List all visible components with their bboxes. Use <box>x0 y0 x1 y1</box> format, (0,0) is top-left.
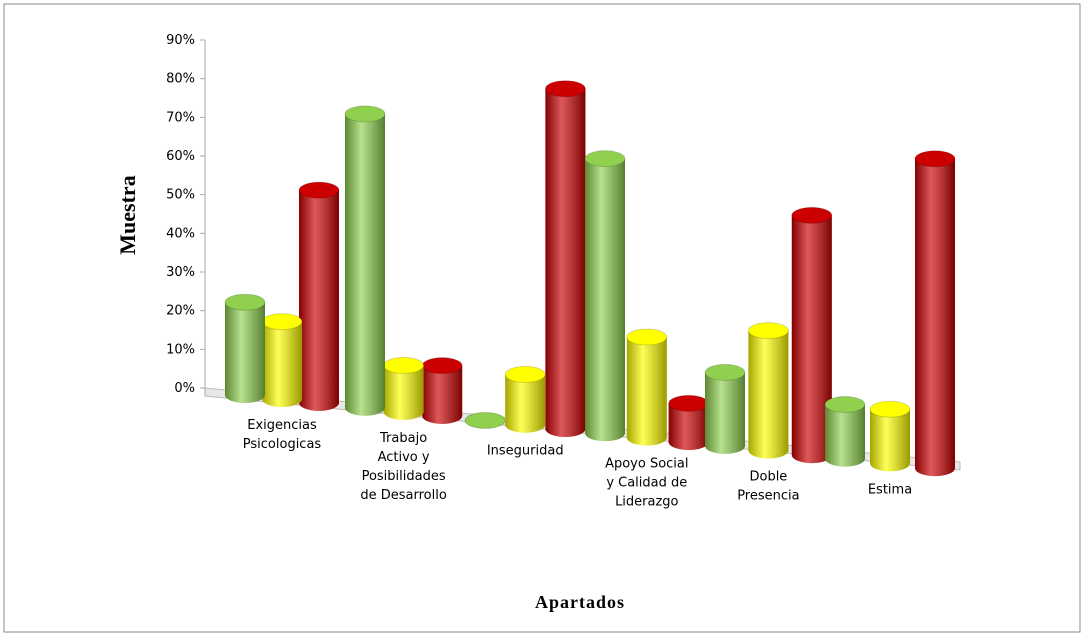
bar-top <box>224 293 266 311</box>
bar <box>824 395 866 467</box>
bar <box>626 328 668 446</box>
bar <box>544 80 586 437</box>
bar-top <box>824 395 866 413</box>
bar-top <box>544 80 586 98</box>
bar-body-shade <box>545 88 586 429</box>
y-tick-label: 50% <box>166 188 195 203</box>
bar <box>704 363 746 454</box>
y-tick-label: 60% <box>166 149 195 164</box>
bar-top <box>704 363 746 381</box>
y-tick-label: 20% <box>166 304 195 319</box>
bar-body-shade <box>585 158 625 434</box>
bar <box>668 394 710 451</box>
bar-top <box>504 365 546 383</box>
bar-top <box>869 400 911 418</box>
x-tick-label: Exigencias Psicologicas <box>243 418 322 452</box>
x-tick-label: Trabajo Activo y Posibilidades de Desarroll… <box>360 431 446 503</box>
bar-top <box>464 411 506 429</box>
x-tick-label: Estima <box>868 482 912 497</box>
bar-top <box>383 356 425 374</box>
bar <box>261 313 303 407</box>
y-tick-label: 30% <box>166 265 195 280</box>
bar-body-shade <box>870 409 910 464</box>
bar-body-shade <box>825 404 865 459</box>
y-tick-label: 90% <box>166 33 195 48</box>
y-tick-label: 80% <box>166 72 195 87</box>
bar-top <box>791 206 833 224</box>
bar-body-shade <box>422 365 463 416</box>
x-tick-label: Inseguridad <box>487 444 564 459</box>
bar <box>747 322 789 459</box>
y-axis-label: Muestra <box>115 175 140 254</box>
bar <box>869 400 911 472</box>
bar <box>584 150 626 442</box>
bar-top <box>584 150 626 168</box>
y-tick-label: 40% <box>166 226 195 241</box>
bar-top <box>344 105 386 123</box>
bar-top <box>914 150 956 168</box>
bar-body-shade <box>299 190 339 403</box>
x-tick-label: Doble Presencia <box>737 469 799 503</box>
x-tick-label: Apoyo Social y Calidad de Liderazgo <box>605 457 688 510</box>
bar-top <box>261 313 303 331</box>
bar-top <box>626 328 668 346</box>
bar-body-shade <box>505 374 546 425</box>
bar <box>344 105 386 416</box>
bar <box>504 365 546 433</box>
bar-body-shade <box>225 302 265 395</box>
bar-top <box>421 357 463 375</box>
bar-body-shade <box>748 330 789 451</box>
chart-frame <box>3 3 1081 633</box>
bar-top <box>668 394 710 412</box>
bar <box>464 411 506 429</box>
x-axis-label: Apartados <box>535 592 625 612</box>
bar-body-shade <box>345 113 385 408</box>
bar-top <box>298 181 340 199</box>
bar-top <box>747 322 789 340</box>
bar <box>914 150 956 477</box>
bar-body-shade <box>262 321 302 399</box>
bar <box>421 357 463 424</box>
bar <box>383 356 425 420</box>
y-tick-label: 10% <box>166 342 195 357</box>
bar-body-shade <box>626 337 667 438</box>
bar <box>224 293 266 403</box>
bar <box>298 181 340 411</box>
y-tick-label: 0% <box>174 381 195 396</box>
bar-body-shade <box>705 372 745 446</box>
bar-body-shade <box>915 158 955 469</box>
y-tick-label: 70% <box>166 110 195 125</box>
